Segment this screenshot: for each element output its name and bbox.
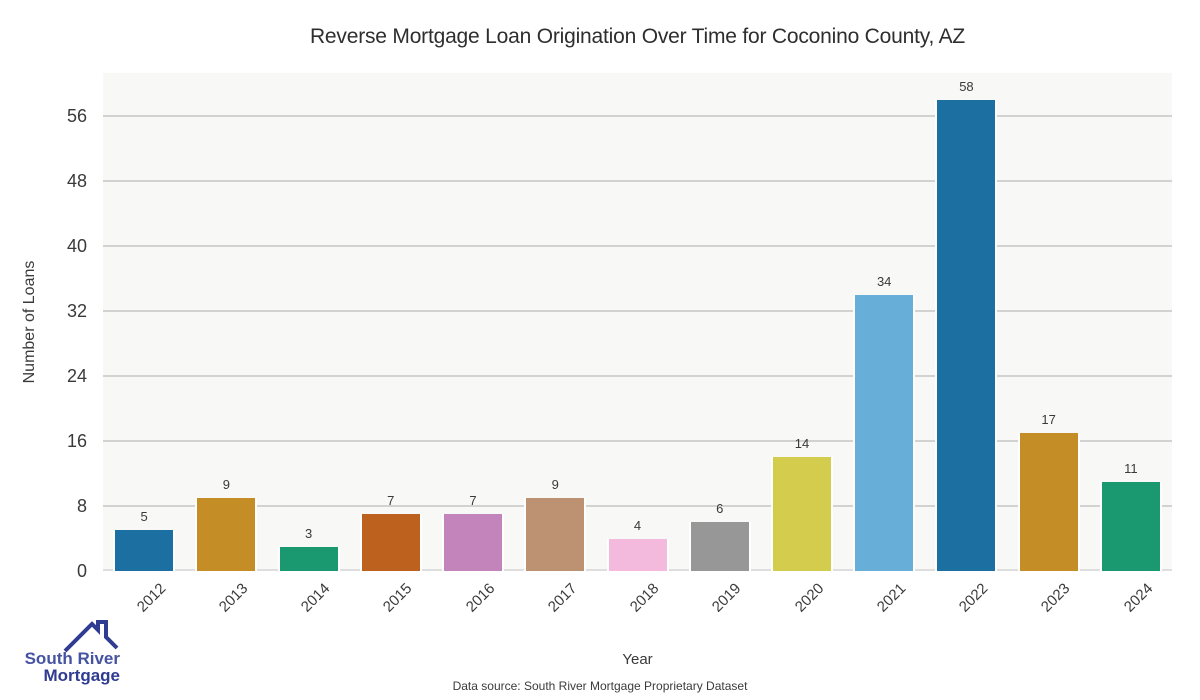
bar-value-label: 4 xyxy=(633,517,642,533)
bar-2019 xyxy=(688,522,751,571)
bar-value-label: 5 xyxy=(140,509,148,525)
x-tick-label: 2022 xyxy=(955,580,992,616)
bar-2021 xyxy=(853,294,916,571)
x-axis-label: Year xyxy=(622,651,653,668)
y-tick-label: 0 xyxy=(76,561,87,581)
y-tick-label: 32 xyxy=(66,301,87,322)
bar-value-label: 3 xyxy=(304,525,313,541)
bar-value-label: 34 xyxy=(876,273,892,289)
bar-2024 xyxy=(1099,481,1162,571)
logo-line2: Mortgage xyxy=(43,666,121,685)
x-tick-label: 2023 xyxy=(1038,580,1074,616)
gridline xyxy=(103,245,1172,248)
gridline xyxy=(103,375,1172,378)
gridline xyxy=(103,115,1172,118)
x-tick-label: 2013 xyxy=(215,580,252,616)
bar-2017 xyxy=(524,497,587,571)
bar-value-label: 7 xyxy=(387,493,395,509)
bar-2018 xyxy=(606,538,669,571)
chart-title: Reverse Mortgage Loan Origination Over T… xyxy=(309,25,966,48)
house-roof-icon xyxy=(63,620,119,653)
y-tick-label: 48 xyxy=(66,171,87,192)
bar-value-label: 14 xyxy=(794,436,810,452)
x-tick-label: 2020 xyxy=(791,580,827,616)
plot-area: 5 9 3 7 7 9 4 6 14 34 58 17 11 xyxy=(103,73,1172,571)
bar-2023 xyxy=(1017,432,1080,571)
bar-2016 xyxy=(442,514,505,571)
bar-2015 xyxy=(359,514,422,571)
bar-value-label: 7 xyxy=(469,493,477,509)
x-tick-label: 2012 xyxy=(133,580,170,616)
bar-2013 xyxy=(195,497,258,571)
bar-value-label: 9 xyxy=(551,476,559,492)
gridline xyxy=(103,180,1172,183)
y-tick-label: 40 xyxy=(66,236,87,257)
gridline xyxy=(103,440,1172,443)
x-tick-label: 2014 xyxy=(297,580,334,616)
y-tick-label: 24 xyxy=(66,366,87,387)
bar-2020 xyxy=(770,457,833,571)
x-tick-label: 2019 xyxy=(709,580,745,616)
bar-value-label: 17 xyxy=(1041,411,1056,427)
logo-text: South River Mortgage xyxy=(18,650,120,684)
gridline xyxy=(103,310,1172,313)
bar-2012 xyxy=(113,530,176,571)
x-tick-label: 2018 xyxy=(626,580,663,616)
data-source-note: Data source: South River Mortgage Propri… xyxy=(452,679,748,693)
x-tick-label: 2021 xyxy=(873,580,910,616)
y-tick-label: 56 xyxy=(66,106,87,127)
gridline xyxy=(103,505,1172,507)
bar-2014 xyxy=(277,546,340,571)
x-tick-label: 2016 xyxy=(462,580,499,616)
bar-value-label: 58 xyxy=(959,78,974,94)
y-tick-label: 8 xyxy=(76,496,87,516)
bar-value-label: 6 xyxy=(716,501,724,517)
x-tick-label: 2015 xyxy=(380,580,416,616)
x-tick-label: 2024 xyxy=(1120,580,1156,616)
bar-value-label: 11 xyxy=(1124,460,1138,476)
logo-line1: South River xyxy=(24,649,120,668)
bar-value-label: 9 xyxy=(222,476,230,492)
bar-2022 xyxy=(935,99,998,571)
y-tick-label: 16 xyxy=(66,431,87,452)
y-axis-label: Number of Loans xyxy=(21,260,38,384)
x-tick-label: 2017 xyxy=(544,580,581,616)
